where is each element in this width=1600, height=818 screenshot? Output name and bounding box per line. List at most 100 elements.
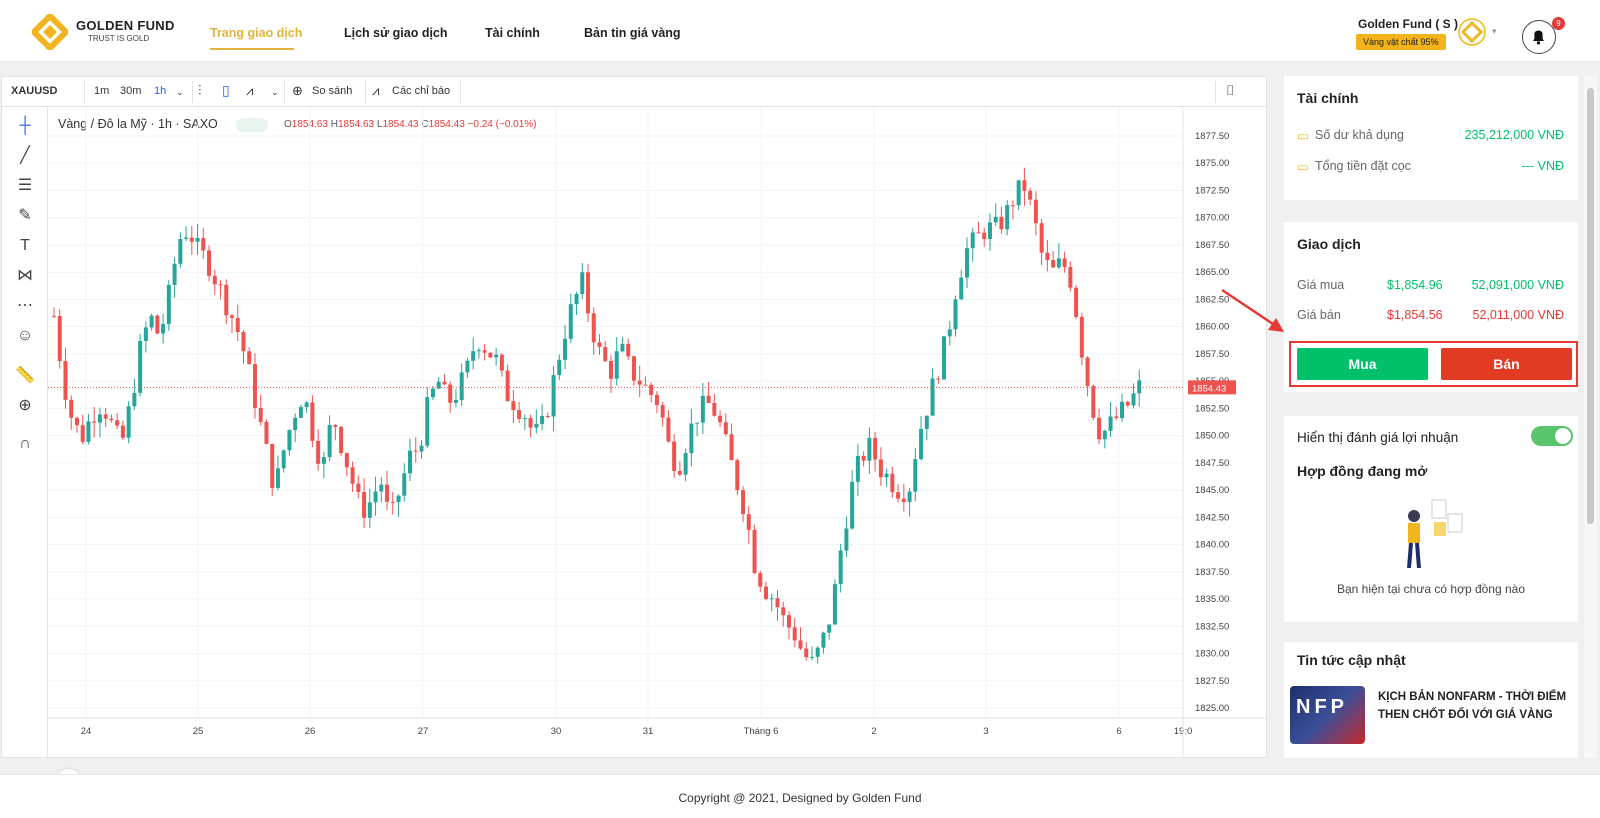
candle-body (155, 315, 160, 334)
candle-body (362, 491, 367, 518)
empty-contracts-text: Bạn hiện tại chưa có hợp đồng nào (1336, 582, 1526, 596)
chevron-down-icon[interactable]: ▾ (1492, 26, 1497, 36)
candle-body (878, 459, 883, 478)
candle-body (695, 422, 700, 424)
y-tick-label: 1840.00 (1195, 540, 1229, 551)
candle-body (827, 624, 832, 633)
sell-price-label: Giá bán (1297, 308, 1341, 322)
candle-body (430, 388, 435, 398)
area-chart-type-icon[interactable]: ⩘ (246, 83, 254, 98)
candle-body (1051, 260, 1056, 268)
close-value: 1854.43 (428, 119, 465, 130)
candle-body (143, 327, 148, 341)
pattern-icon[interactable]: ⋈ (17, 267, 33, 284)
bar-chart-type-icon[interactable]: ⫶ (198, 82, 202, 98)
news-thumbnail[interactable]: NFP (1290, 686, 1365, 744)
logo-text: GOLDEN FUND TRUST IS GOLD (76, 18, 175, 43)
buy-button[interactable]: Mua (1297, 348, 1428, 380)
candle-body (706, 395, 711, 403)
sell-button[interactable]: Bán (1441, 348, 1572, 380)
x-tick-label: 25 (193, 726, 204, 737)
nav-history[interactable]: Lịch sử giao dịch (344, 26, 448, 40)
candle-body (344, 453, 349, 468)
camera-icon[interactable]: ⌷ (1226, 82, 1235, 98)
candle-body (1131, 393, 1136, 406)
y-tick-label: 1865.00 (1195, 267, 1229, 278)
candle-body (712, 402, 717, 416)
y-tick-label: 1837.50 (1195, 567, 1229, 578)
active-nav-underline (210, 48, 294, 50)
news-title: Tin tức cập nhật (1297, 652, 1406, 668)
candle-body (367, 502, 372, 518)
scrollbar-thumb[interactable] (1587, 88, 1594, 524)
candlestick-type-icon[interactable]: ▯ (222, 82, 230, 98)
prediction-icon[interactable]: ⋯ (17, 297, 33, 314)
candle-body (350, 467, 355, 484)
candle-body (275, 468, 280, 488)
candle-body (815, 647, 820, 657)
chevron-down-icon[interactable]: ⌄ (176, 87, 184, 97)
candle-body (120, 425, 125, 438)
user-avatar-icon[interactable] (1458, 18, 1486, 46)
candle-body (63, 360, 68, 400)
candle-body (919, 428, 924, 460)
candle-body (459, 372, 464, 401)
candle-body (850, 481, 855, 529)
visibility-toggle[interactable] (236, 118, 268, 132)
nav-finance[interactable]: Tài chính (485, 26, 540, 40)
indicators-button[interactable]: Các chỉ báo (392, 85, 451, 97)
candle-body (57, 316, 62, 361)
y-tick-label: 1825.00 (1195, 703, 1229, 714)
candle-body (999, 216, 1004, 230)
candle-body (586, 272, 591, 314)
candle-body (161, 323, 166, 334)
fib-retracement-icon[interactable]: ☰ (17, 177, 33, 194)
page-scrollbar[interactable] (1584, 76, 1597, 758)
profit-toggle-switch[interactable] (1531, 426, 1573, 446)
candle-body (809, 656, 814, 658)
nav-trade[interactable]: Trang giao dịch (210, 26, 303, 40)
crosshair-icon[interactable]: ┼ (19, 117, 31, 134)
candle-body (942, 336, 947, 380)
candle-body (626, 343, 631, 357)
candle-body (855, 455, 860, 482)
candle-body (482, 350, 487, 353)
candle-body (230, 315, 235, 318)
balance-value: 235,212,000 VNĐ (1464, 128, 1564, 142)
magnet-icon[interactable]: ∩ (19, 435, 31, 452)
indicators-icon[interactable]: ⩘ (372, 83, 380, 98)
compare-button[interactable]: So sánh (312, 85, 353, 97)
profit-toggle-label: Hiển thị đánh giá lợi nhuận (1297, 430, 1459, 445)
trend-line-icon[interactable]: ╱ (20, 147, 30, 164)
interval-30m[interactable]: 30m (120, 85, 142, 97)
candle-body (873, 437, 878, 460)
candle-body (649, 384, 654, 395)
notification-count-badge: 9 (1552, 17, 1565, 30)
emoji-icon[interactable]: ☺ (16, 327, 34, 344)
candle-body (1010, 205, 1015, 207)
golden-fund-logo-icon[interactable] (32, 14, 68, 50)
candle-body (207, 250, 212, 276)
candle-body (465, 360, 470, 373)
brush-icon[interactable]: ✎ (18, 207, 32, 224)
text-icon[interactable]: T (20, 237, 30, 254)
candle-body (540, 415, 545, 424)
plus-circle-icon[interactable]: ⊕ (292, 83, 303, 98)
ruler-icon[interactable]: 📏 (15, 367, 35, 384)
y-tick-label: 1827.50 (1195, 676, 1229, 687)
chevron-down-icon[interactable]: ⌄ (271, 87, 279, 97)
notification-button[interactable] (1522, 20, 1556, 54)
price-chart[interactable]: 1877.50 1875.00 1872.50 1870.00 1867.50 1865.… (48, 108, 1266, 758)
nav-news[interactable]: Bản tin giá vàng (584, 26, 681, 40)
o-label: O (284, 119, 292, 130)
candle-body (1039, 223, 1044, 253)
zoom-in-icon[interactable]: ⊕ (18, 397, 32, 414)
candle-body (436, 381, 441, 389)
symbol-search[interactable]: XAUUSD (11, 85, 58, 97)
interval-1m[interactable]: 1m (94, 85, 110, 97)
candle-body (115, 420, 120, 426)
news-item-title[interactable]: KỊCH BẢN NONFARM - THỜI ĐIỂM THEN CHỐT Đ… (1378, 691, 1567, 721)
interval-1h[interactable]: 1h (154, 85, 167, 97)
user-name[interactable]: Golden Fund ( S ) (1358, 17, 1458, 31)
candle-body (1085, 357, 1090, 387)
